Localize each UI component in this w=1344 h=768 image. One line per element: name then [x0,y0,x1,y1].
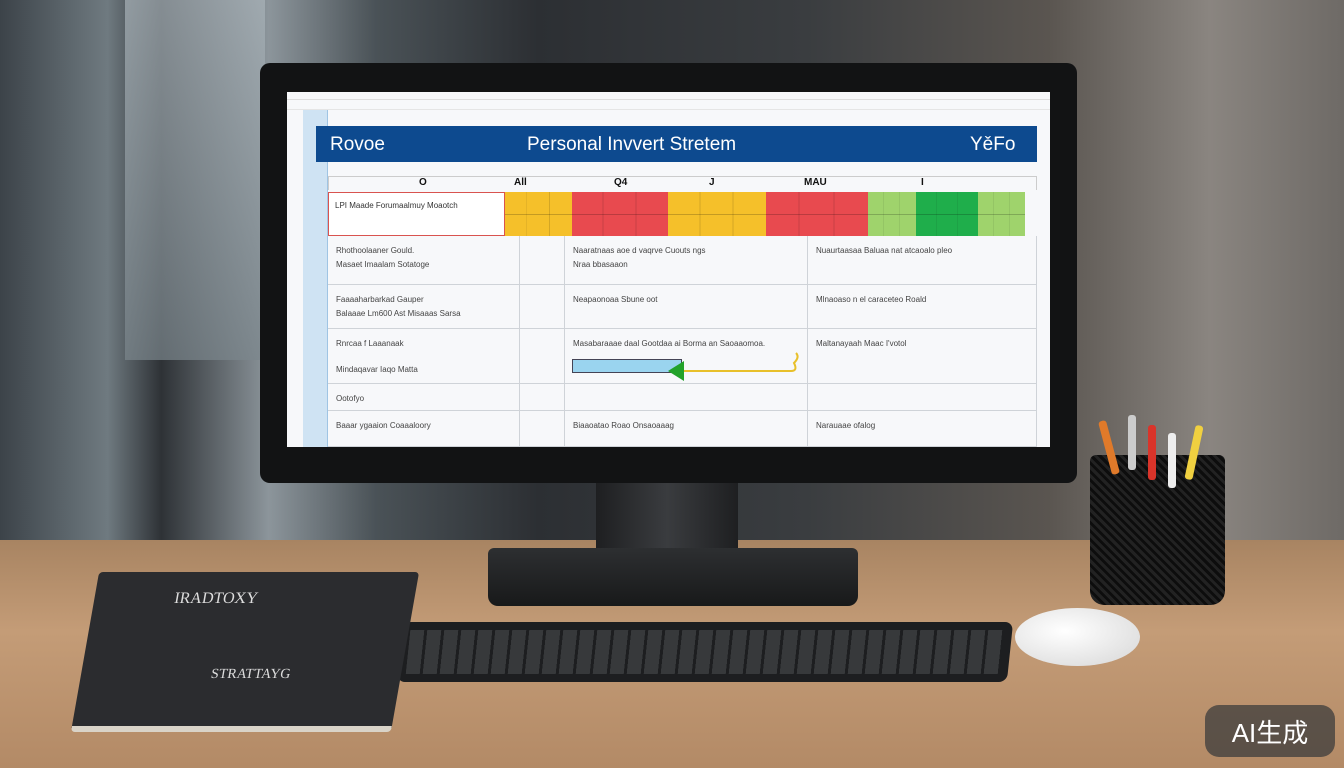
table-row: Ootofyo [328,384,1037,411]
cell-text: Rhothoolaaner Gould. [336,246,415,255]
header-right: YěFo [970,134,1016,155]
table-cell: Rnrcaa f Laaanaak Mindaqavar Iaqo Matta [328,329,520,384]
status-cell [505,192,572,236]
cell-text: Faaaaharbarkad Gauper [336,295,424,304]
column-marker: I [921,177,924,188]
status-cell [668,192,766,236]
table-row: Rnrcaa f Laaanaak Mindaqavar Iaqo Matta Ma… [328,329,1037,384]
table-cell [520,411,565,447]
cell-text: Nuaurtaasaa Baluaa nat atcaoalo pleo [816,246,953,255]
table-row: Baaar ygaaion Coaaaloory Biaaoatao Roao O… [328,411,1037,447]
status-cell [978,192,1025,236]
notebook-subtitle: STRATTAYG [209,667,292,682]
notebook-title: IRADTOXY [172,590,260,607]
status-cell [572,192,668,236]
column-marker: J [709,177,715,188]
table-cell: Ootofyo [328,384,520,411]
data-table: Rhothoolaaner Gould. Masaet Imaalam Sotat… [328,236,1037,447]
table-cell [565,384,808,411]
table-cell [520,236,565,285]
table-cell: Faaaaharbarkad Gauper Balaaae Lm600 Ast M… [328,285,520,329]
cell-text: Mindaqavar Iaqo Matta [336,365,418,374]
cell-text: Nraa bbasaaon [573,260,628,269]
cell-text: Baaar ygaaion Coaaaloory [336,421,431,430]
cell-text: Narauaae ofalog [816,421,876,430]
cell-text: Naaratnaas aoe d vaqrve Cuouts ngs [573,246,706,255]
status-cell [766,192,868,236]
title-bar [287,92,1050,100]
cell-text: Rnrcaa f Laaanaak [336,339,404,348]
cell-text: Masabaraaae daal Gootdaa ai Borma an Sao… [573,339,766,348]
column-marker: O [419,177,427,188]
table-cell: Biaaoatao Roao Onsaoaaag [565,411,808,447]
cell-text: Mlnaoaso n el caraceteo Roald [816,295,927,304]
table-cell: Nuaurtaasaa Baluaa nat atcaoalo pleo [808,236,1037,285]
mouse [1015,608,1140,666]
status-label-cell: LPI Maade Forumaalmuy Moaotch [328,192,505,236]
monitor-stand [596,483,738,553]
table-cell: Naaratnaas aoe d vaqrve Cuouts ngs Nraa b… [565,236,808,285]
page-title: Personal Invvert Stretem [527,134,737,155]
window [125,0,265,360]
keyboard [396,622,1014,682]
monitor-base [488,548,858,606]
ai-generated-watermark: AI生成 [1205,705,1335,757]
monitor-screen: Rovoe Personal Invvert Stretem YěFo O All… [287,92,1050,447]
column-marker: MAU [804,177,827,188]
table-cell: Baaar ygaaion Coaaaloory [328,411,520,447]
table-cell: Rhothoolaaner Gould. Masaet Imaalam Sotat… [328,236,520,285]
table-row: Rhothoolaaner Gould. Masaet Imaalam Sotat… [328,236,1037,285]
arrow-icon [668,352,799,381]
cell-text: Biaaoatao Roao Onsaoaaag [573,421,674,430]
notebook: IRADTOXY STRATTAYG [70,572,420,732]
status-label: LPI Maade Forumaalmuy Moaotch [335,201,458,210]
sidebar-strip [303,110,328,447]
table-cell: Maltanayaah Maac I'votol [808,329,1037,384]
table-cell: Masabaraaae daal Gootdaa ai Borma an Sao… [565,329,808,384]
toolbar [287,100,1050,110]
column-markers: O All Q4 J MAU I [328,176,1037,190]
cell-text: Maltanayaah Maac I'votol [816,339,907,348]
cell-text: Balaaae Lm600 Ast Misaaas Sarsa [336,309,461,318]
table-cell [520,329,565,384]
cell-text: Neapaonoaa Sbune oot [573,295,658,304]
column-marker: Q4 [614,177,628,188]
cell-text: Masaet Imaalam Sotatoge [336,260,430,269]
table-cell [808,384,1037,411]
header-bar: Rovoe Personal Invvert Stretem YěFo [316,126,1037,162]
cell-text: Ootofyo [336,394,365,403]
table-cell: Neapaonoaa Sbune oot [565,285,808,329]
table-cell [520,285,565,329]
status-cell [868,192,916,236]
table-cell: Narauaae ofalog [808,411,1037,447]
status-row: LPI Maade Forumaalmuy Moaotch [328,192,1025,236]
status-cell [916,192,978,236]
pen-holder [1090,415,1225,605]
table-cell [520,384,565,411]
header-left: Rovoe [330,134,385,155]
table-cell: Mlnaoaso n el caraceteo Roald [808,285,1037,329]
table-row: Faaaaharbarkad Gauper Balaaae Lm600 Ast M… [328,285,1037,329]
column-marker: All [514,177,527,188]
